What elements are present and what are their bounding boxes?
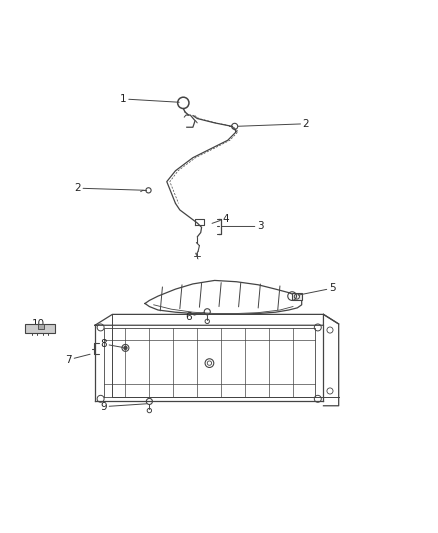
- Bar: [25, 324, 55, 333]
- Text: 5: 5: [329, 283, 336, 293]
- Text: 9: 9: [100, 402, 107, 411]
- Text: 2: 2: [74, 183, 81, 193]
- Circle shape: [124, 346, 127, 350]
- Text: 2: 2: [303, 119, 309, 129]
- Text: 3: 3: [257, 221, 264, 231]
- Text: 10: 10: [32, 319, 45, 329]
- Text: 6: 6: [185, 312, 192, 321]
- Text: 8: 8: [100, 339, 107, 349]
- Text: 4: 4: [222, 214, 229, 224]
- Bar: [38, 324, 44, 329]
- Bar: [292, 293, 302, 301]
- Text: 1: 1: [120, 94, 127, 104]
- Text: 7: 7: [66, 354, 72, 365]
